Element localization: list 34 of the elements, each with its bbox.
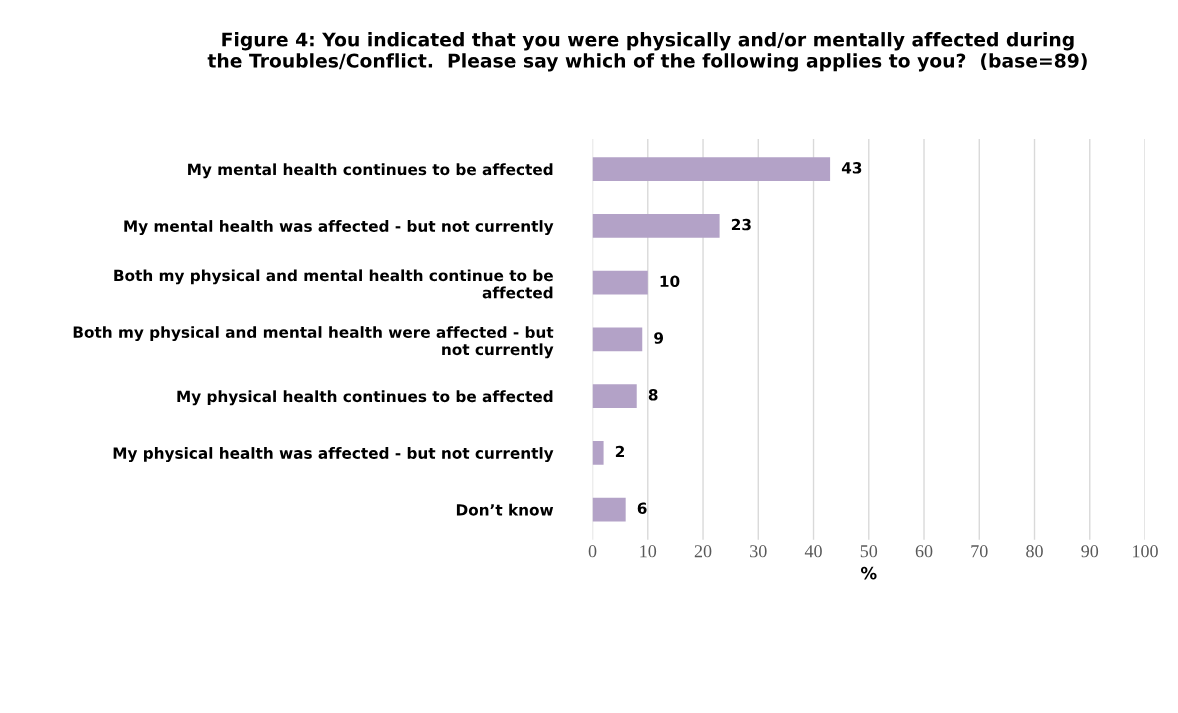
bar: [592, 327, 643, 352]
y-tick-label: Both my physical and mental health continue to be affected: [114, 269, 553, 299]
bar: [592, 384, 637, 409]
y-tick-label: My physical health was affected - but not currently: [113, 447, 554, 462]
bar: [592, 213, 720, 238]
bar: [592, 440, 604, 465]
y-tick-label: My physical health continues to be affected: [177, 390, 553, 406]
x-tick-label: 10: [640, 545, 657, 558]
x-tick-label: 20: [694, 545, 712, 558]
bar: [592, 157, 831, 182]
x-tick-label: 40: [804, 545, 822, 558]
x-tick-label: 100: [1133, 545, 1158, 558]
x-tick-label: 30: [750, 545, 767, 558]
data-label: 2: [615, 445, 624, 458]
y-tick-label: My mental health continues to be affected: [188, 163, 553, 179]
x-axis-title: %: [860, 566, 877, 580]
chart-title: Figure 4: You indicated that you were physically and/or mentally affected during the Troubles/Conflict. Please say which of the following applies to you? (base=89): [207, 32, 1087, 72]
data-label: 6: [637, 502, 647, 515]
x-tick-label: 60: [915, 545, 933, 558]
y-tick-label: Both my physical and mental health were affected - but not currently: [73, 326, 554, 359]
data-label: 9: [654, 332, 664, 344]
bar: [592, 497, 626, 522]
y-tick-label: Don’t know: [456, 503, 554, 516]
x-tick-label: 50: [860, 545, 878, 558]
x-tick-label: 80: [1026, 545, 1043, 558]
data-label: 43: [841, 162, 862, 174]
data-label: 23: [731, 218, 751, 231]
y-tick-label: My mental health was affected - but not currently: [124, 220, 554, 236]
x-tick-label: 90: [1081, 545, 1099, 558]
data-label: 10: [660, 275, 680, 288]
data-label: 8: [648, 389, 658, 401]
bar: [592, 270, 648, 295]
x-tick-label: 0: [588, 545, 597, 558]
x-tick-label: 70: [971, 545, 988, 558]
